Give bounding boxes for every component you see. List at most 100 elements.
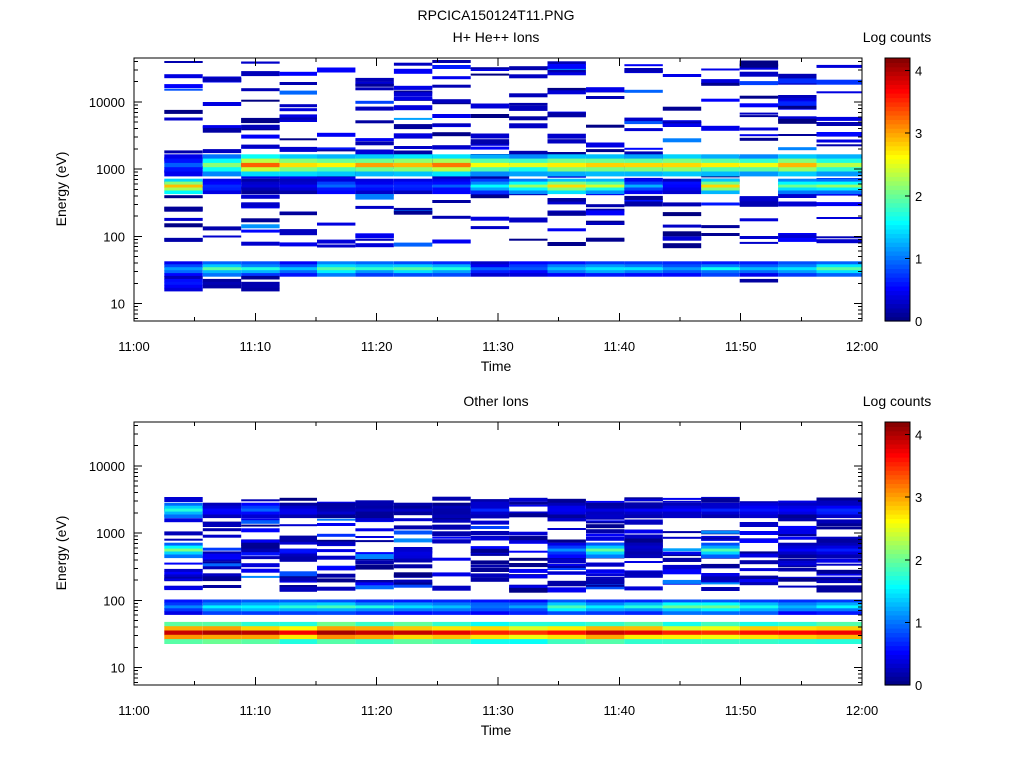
heatmap-cell: [432, 114, 471, 118]
heatmap-cell: [547, 605, 586, 609]
heatmap-cell: [164, 587, 203, 591]
heatmap-cell: [662, 608, 702, 612]
colorbar-segment: [885, 457, 910, 463]
heatmap-cell: [317, 273, 356, 277]
heatmap-cell: [778, 602, 817, 606]
heatmap-cell: [355, 502, 394, 507]
heatmap-cell: [317, 626, 356, 632]
heatmap-cell: [778, 273, 817, 277]
heatmap-cell: [393, 68, 433, 74]
colorbar-tick-label: 0: [915, 314, 922, 329]
heatmap-cell: [624, 162, 663, 168]
heatmap-cell: [509, 178, 548, 183]
heatmap-cell: [547, 630, 586, 636]
heatmap-cell: [393, 547, 433, 552]
colorbar-segment: [885, 654, 910, 660]
colorbar-segment: [885, 224, 910, 230]
heatmap-cell: [202, 626, 242, 632]
heatmap-cell: [509, 123, 548, 129]
heatmap-cell: [470, 564, 510, 568]
heatmap-cell: [624, 499, 663, 502]
heatmap-cell: [816, 64, 862, 68]
heatmap-cell: [164, 237, 203, 242]
colorbar-segment: [885, 632, 910, 638]
axes: 11:00 11:10 11:20 11:30 11:40 11:50 12:00 10 100…: [89, 58, 878, 354]
heatmap-cell: [547, 563, 586, 569]
heatmap-cell: [816, 144, 862, 147]
heatmap-cell: [701, 582, 740, 585]
heatmap-cell: [624, 542, 663, 547]
heatmap-cell: [164, 554, 203, 559]
heatmap-cell: [393, 538, 433, 543]
heatmap-cell: [317, 187, 356, 192]
heatmap-cell: [241, 621, 280, 627]
colorbar-segment: [885, 487, 910, 493]
heatmap-cell: [241, 154, 280, 160]
colorbar-segment: [885, 601, 910, 607]
heatmap-cell: [586, 524, 625, 529]
heatmap-cell: [470, 608, 510, 612]
y-tick-label: 10000: [89, 459, 125, 474]
heatmap-cell: [547, 63, 586, 69]
heatmap-cell: [701, 82, 740, 86]
heatmap-cell: [778, 73, 817, 79]
heatmap-cell: [470, 103, 510, 109]
colorbar-segment: [885, 610, 910, 616]
heatmap-cell: [701, 178, 740, 183]
heatmap-cell: [586, 514, 625, 519]
heatmap-cell: [509, 74, 548, 79]
heatmap-cell: [355, 154, 394, 160]
heatmap-cell: [509, 267, 548, 271]
heatmap-cell: [509, 639, 548, 644]
heatmap-cell: [202, 534, 242, 538]
heatmap-cell: [241, 542, 280, 547]
heatmap-cell: [432, 65, 471, 69]
heatmap-cell: [355, 194, 394, 200]
heatmap-cell: [509, 270, 548, 274]
heatmap-cell: [624, 611, 663, 615]
heatmap-cell: [509, 539, 548, 543]
heatmap-cell: [739, 611, 779, 615]
heatmap-cell: [393, 181, 433, 186]
colorbar-segment: [885, 492, 910, 498]
heatmap-cell: [202, 128, 242, 133]
x-tick-label: 12:00: [846, 703, 879, 718]
heatmap-cell: [547, 514, 586, 519]
heatmap-cell: [547, 499, 586, 505]
heatmap-cell: [164, 181, 203, 186]
heatmap-cell: [393, 582, 433, 588]
heatmap-cell: [470, 536, 510, 541]
heatmap-cell: [624, 201, 663, 207]
heatmap-cell: [624, 511, 663, 516]
heatmap-cell: [701, 79, 740, 85]
heatmap-cell: [778, 187, 817, 192]
heatmap-cell: [662, 569, 702, 575]
heatmap-cell: [164, 187, 203, 192]
panel-title: Other Ions: [463, 393, 528, 409]
colorbar-frame: [884, 421, 911, 686]
heatmap-cell: [164, 578, 203, 581]
colorbar-segment: [885, 198, 910, 204]
heatmap-cell: [816, 502, 862, 507]
heatmap-cell: [586, 264, 625, 268]
heatmap-cell: [317, 176, 356, 180]
heatmap-cell: [624, 147, 663, 150]
colorbar-segment: [885, 667, 910, 673]
heatmap-cell: [355, 233, 394, 238]
heatmap-cell: [701, 233, 740, 236]
heatmap-cell: [432, 60, 471, 63]
heatmap-cell: [279, 230, 317, 236]
heatmap-cell: [662, 630, 702, 636]
colorbar-label: Log counts: [863, 393, 932, 409]
heatmap-cell: [355, 100, 394, 104]
heatmap-cell: [470, 626, 510, 632]
colorbar-segment: [885, 88, 910, 94]
heatmap-cell: [701, 564, 740, 568]
heatmap-cell: [586, 584, 625, 587]
heatmap-cell: [662, 106, 702, 111]
heatmap-cell: [164, 508, 203, 513]
x-axis-label: Time: [481, 358, 512, 374]
heatmap-cell: [547, 178, 586, 183]
heatmap-cell: [586, 626, 625, 632]
heatmap-cell: [164, 611, 203, 615]
